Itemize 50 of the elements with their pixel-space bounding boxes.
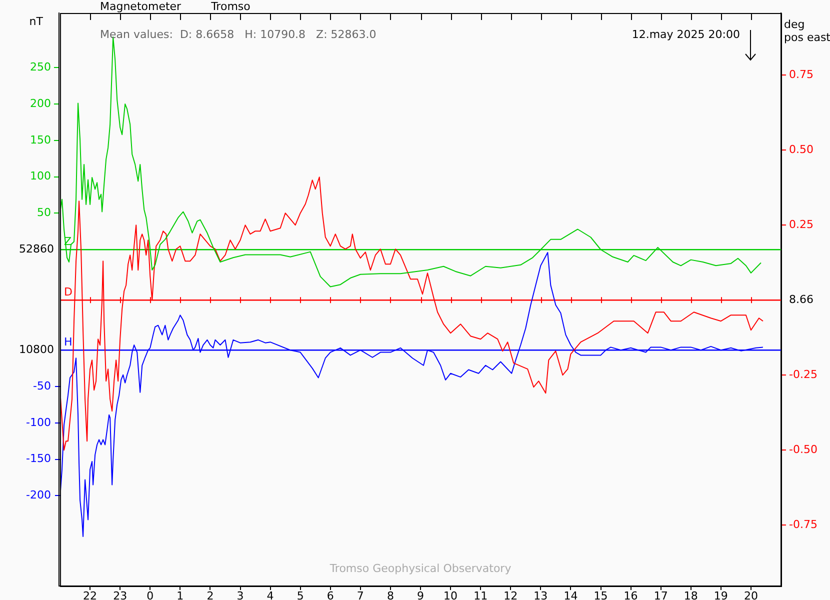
x-tick-label: 14 [564,589,578,600]
x-tick-label: 22 [83,589,98,600]
text: 52860 [19,242,54,256]
y2-tick-label: -0.75 [789,518,818,531]
y-tick-label: 250 [30,60,51,74]
x-tick-label: 23 [113,589,128,600]
y-axis-title: nT [29,14,44,28]
annotation: Mean values: D: 8.6658 H: 10790.8 Z: 52863.0 [100,28,376,41]
text: 8.66 [789,292,814,306]
y-tick-label: 50 [37,206,51,220]
annotation: Tromso Geophysical Observatory [328,562,512,575]
y2-tick-label: 0.75 [789,68,814,81]
x-tick-label: 11 [474,589,488,600]
x-tick-label: 15 [594,589,608,600]
x-tick-label: 17 [654,589,668,600]
y3-tick-label: -150 [26,452,51,466]
x-tick-label: 8 [386,589,394,600]
x-tick-label: 10 [444,589,458,600]
x-tick-label: 4 [266,589,274,600]
x-tick-label: 12 [504,589,518,600]
x-tick-label: 9 [417,589,424,600]
text: 10800 [19,342,54,356]
y2-tick-label: -0.25 [789,368,818,381]
y-tick-label: 100 [30,170,51,183]
x-tick-label: 18 [684,589,698,600]
annotation: 12.may 2025 20:00 [632,28,740,41]
x-tick-label: 2 [206,589,214,600]
y2-tick-label: 0.25 [789,218,814,231]
x-tick-label: 5 [296,589,304,600]
y-tick-label: 150 [30,133,51,146]
x-tick-label: 6 [326,589,334,600]
series-label: H [64,335,72,348]
x-tick-label: 0 [146,589,154,600]
y3-tick-label: -50 [33,379,51,392]
x-tick-label: 19 [714,589,728,600]
x-tick-label: 13 [534,589,548,600]
y3-tick-label: -100 [26,416,51,429]
y3-tick-label: -200 [26,488,51,502]
y-tick-label: 200 [30,96,51,110]
x-tick-label: 16 [624,589,638,600]
y2-axis-title: deg pos east [784,18,830,44]
y2-tick-label: 0.50 [789,142,814,156]
x-tick-label: 3 [236,589,244,600]
x-tick-label: 1 [176,589,184,600]
series-label: D [64,285,72,298]
chart-subtitle: Tromso [210,0,251,13]
chart-title: Magnetometer [100,0,182,13]
y2-tick-label: -0.50 [789,442,818,456]
x-tick-label: 20 [744,589,758,600]
x-tick-label: 7 [356,589,364,600]
